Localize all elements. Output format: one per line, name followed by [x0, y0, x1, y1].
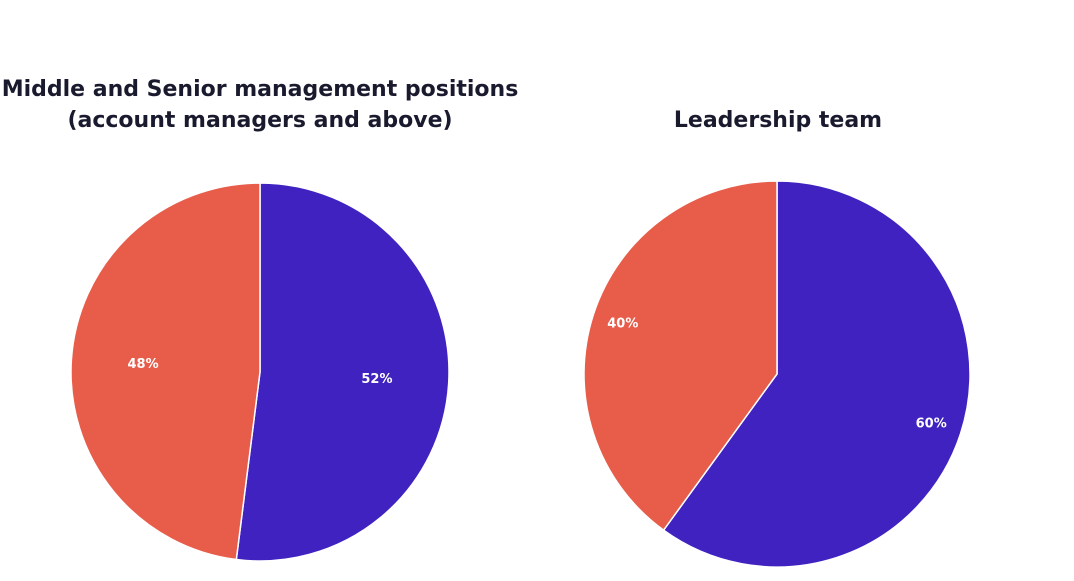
pie-slice	[70, 182, 261, 561]
pie-slice-label: 60%	[916, 417, 947, 432]
chart-title-line: Middle and Senior management positions	[1, 77, 519, 102]
pie-slice	[662, 180, 971, 568]
pie-slice-label: 40%	[607, 316, 638, 331]
chart-title-management: Middle and Senior management positions (…	[0, 74, 520, 136]
pie-chart-management: 52% 48%	[70, 182, 450, 562]
chart-title-line: Leadership team	[673, 108, 883, 133]
pie-slice-label: 48%	[127, 357, 158, 372]
pie-slice	[583, 180, 778, 531]
chart-title-leadership: Leadership team	[628, 105, 928, 136]
pie-slice	[235, 182, 450, 562]
pie-chart-leadership: 60% 40%	[583, 180, 971, 568]
chart-title-line: (account managers and above)	[67, 108, 453, 133]
pie-slice-label: 52%	[361, 372, 392, 387]
